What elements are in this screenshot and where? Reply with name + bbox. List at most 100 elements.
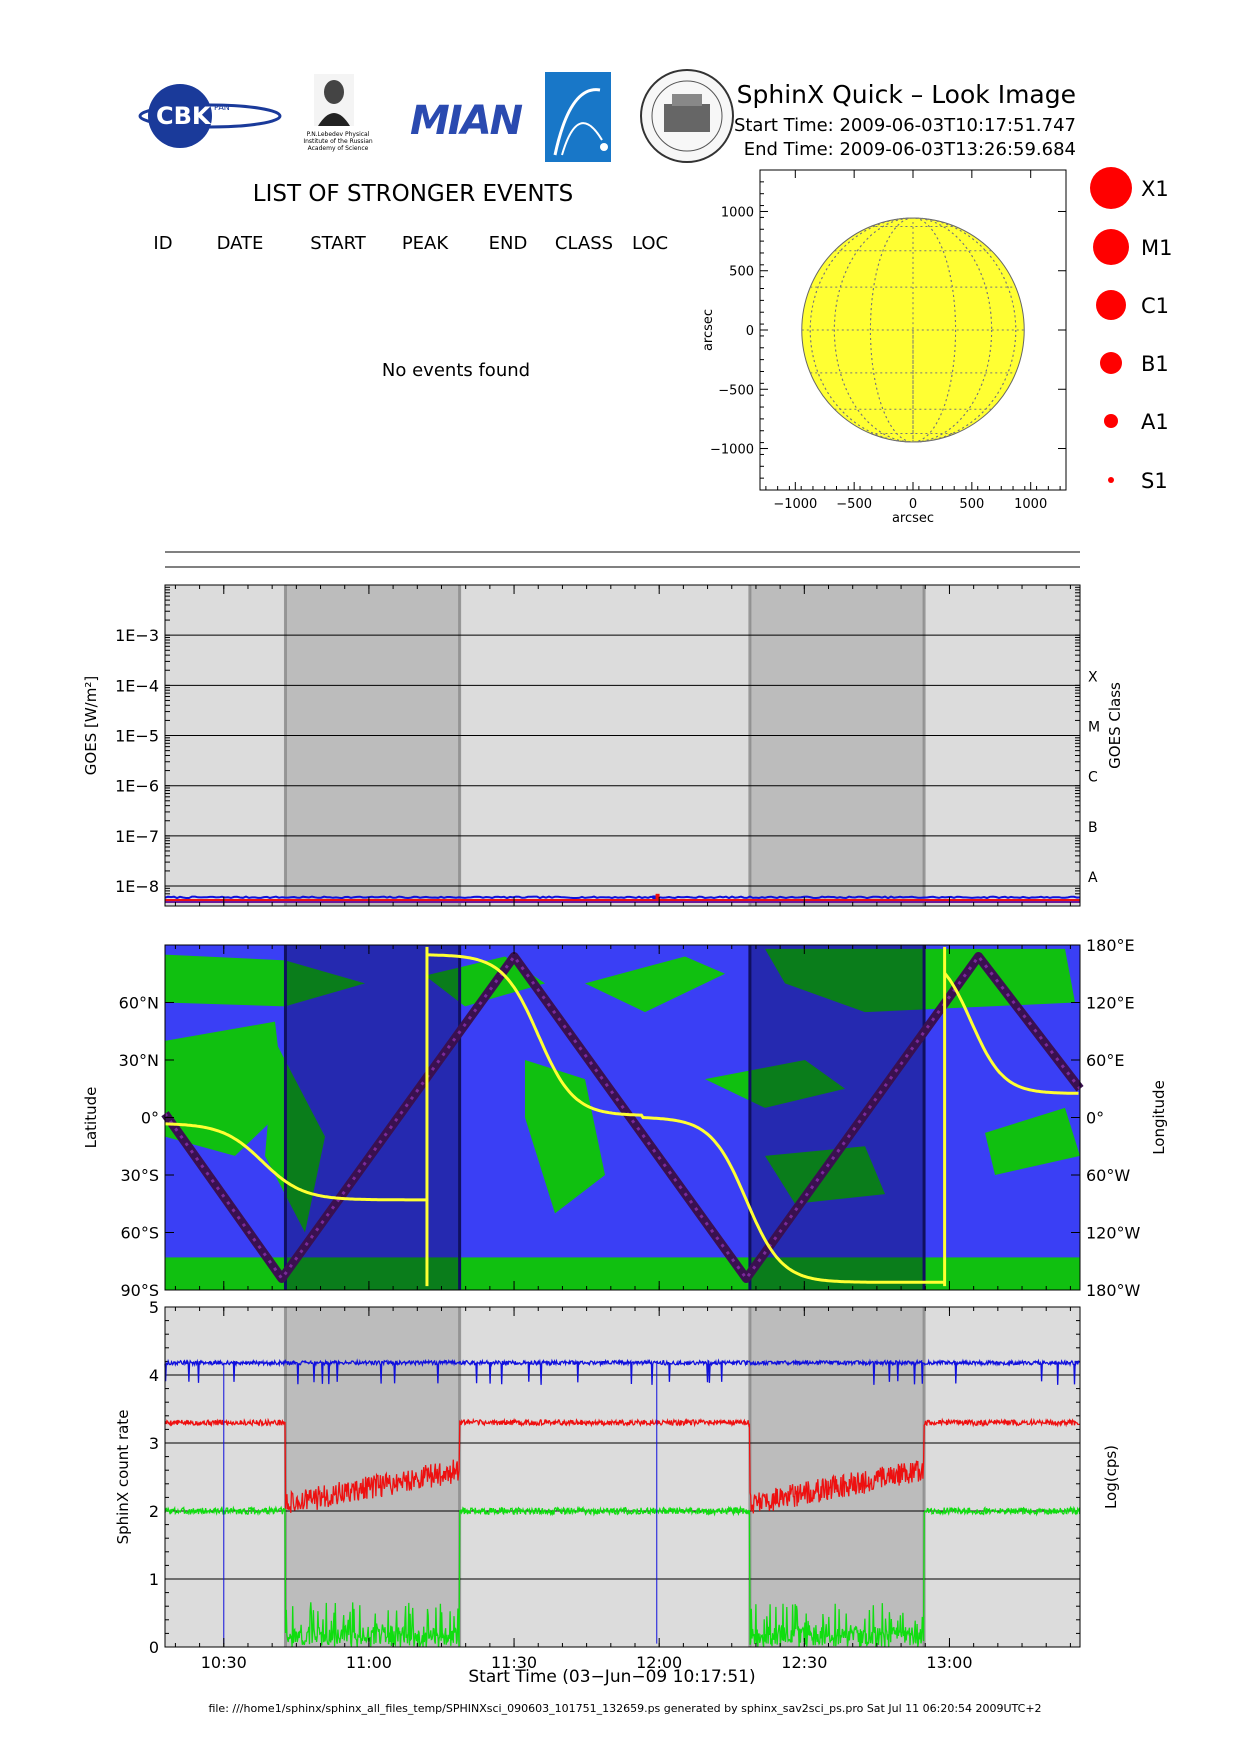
eclipse-shade — [749, 585, 925, 906]
goes-y-tick-label: 1E−5 — [115, 727, 159, 746]
goes-y-tick-label: 1E−4 — [115, 676, 159, 695]
orbit-y2-tick-label: 180°E — [1086, 936, 1135, 955]
goes-class-label: M — [1088, 720, 1100, 736]
longitude-track — [943, 972, 1079, 1095]
goes-y2-axis-label: GOES Class — [1106, 682, 1124, 769]
land-greenland — [425, 956, 545, 1007]
svg-text:PAN: PAN — [214, 103, 230, 112]
lebedev-caption-line: P.N.Lebedev Physical — [307, 131, 370, 138]
land-america — [165, 1021, 285, 1156]
orbit-y-tick-label: 30°N — [119, 1051, 159, 1070]
disk-x-tick-label: 500 — [959, 497, 984, 512]
counts-y2-axis-label: Log(cps) — [1102, 1445, 1120, 1509]
legend-marker — [1093, 229, 1129, 265]
time-tick-label: 10:30 — [201, 1653, 247, 1672]
land-north — [165, 954, 365, 1007]
lebedev-logo: P.N.Lebedev Physical Institute of the Ru… — [303, 74, 373, 152]
events-table-header: ID DATE START PEAK END CLASS LOC — [153, 233, 668, 254]
page-title: SphinX Quick – Look Image — [737, 80, 1076, 109]
cbk-logo: CBK PAN — [138, 84, 282, 148]
legend-label: S1 — [1141, 469, 1168, 493]
land-africa — [525, 1060, 605, 1214]
orbit-y-tick-label: 60°S — [120, 1224, 159, 1243]
orbit-y2-tick-label: 0° — [1086, 1109, 1104, 1128]
land-siberia — [765, 948, 1075, 1013]
disk-y-tick-label: 1000 — [721, 205, 754, 220]
legend-label: M1 — [1141, 236, 1172, 260]
disk-y-tick-label: −500 — [718, 383, 754, 398]
counts-panel: 0 1 2 3 4 5 SphinX count rate Log(cps) — [114, 1298, 1120, 1657]
time-tick-label: 11:30 — [491, 1653, 537, 1672]
counts-y-tick-label: 3 — [149, 1434, 159, 1453]
land-antarctica — [165, 1257, 1080, 1290]
disk-y-axis-label: arcsec — [701, 309, 716, 351]
no-events-message: No events found — [382, 360, 530, 381]
orbit-frame — [164, 944, 1081, 1291]
footer-file-info: file: ///home1/sphinx/sphinx_all_files_t… — [208, 1702, 1041, 1715]
disk-y-tick-label: 0 — [746, 324, 754, 339]
counts-y-axis-label: SphinX count rate — [114, 1410, 132, 1545]
legend-label: X1 — [1141, 177, 1169, 201]
events-column-header: CLASS — [555, 233, 613, 254]
counts-series-blue — [164, 1358, 1081, 1385]
end-time: End Time: 2009-06-03T13:26:59.684 — [744, 139, 1076, 160]
orbit-panel: 90°S 60°S 30°S 0° 30°N 60°N 180°E 120°E 60°E 0° 60… — [82, 936, 1168, 1300]
goes-spike — [655, 893, 660, 900]
legend-label: A1 — [1141, 410, 1169, 434]
land-asia — [705, 1060, 845, 1108]
counts-y-tick-label: 1 — [149, 1570, 159, 1589]
disk-x-axis-label: arcsec — [892, 511, 934, 526]
start-time: Start Time: 2009-06-03T10:17:51.747 — [734, 115, 1076, 136]
time-tick-label: 13:00 — [926, 1653, 972, 1672]
orbit-y2-tick-label: 120°W — [1086, 1224, 1141, 1243]
goes-frame — [164, 584, 1081, 907]
time-axis-label: Start Time (03−Jun−09 10:17:51) — [468, 1667, 755, 1687]
orbit-y-tick-label: 0° — [141, 1109, 159, 1128]
disk-x-tick-label: −1000 — [773, 497, 817, 512]
orbit-y2-tick-label: 120°E — [1086, 994, 1135, 1013]
disk-x-tick-label: 0 — [909, 497, 917, 512]
disk-y-tick-label: 500 — [729, 265, 754, 280]
disk-longitude-line — [809, 217, 1017, 443]
orbit-y2-tick-label: 60°E — [1086, 1051, 1124, 1070]
orbit-y-tick-label: 60°N — [119, 994, 159, 1013]
latitude-track — [161, 952, 1084, 1283]
lebedev-caption-line: Academy of Science — [308, 145, 369, 152]
time-tick-label: 12:00 — [636, 1653, 682, 1672]
goes-y-tick-label: 1E−8 — [115, 877, 159, 896]
iki-logo — [545, 72, 611, 162]
legend-marker — [1100, 352, 1122, 374]
solar-disk-plot: −1000 −500 0 500 1000 −1000 −500 0 500 1000 arcsec… — [701, 169, 1067, 526]
legend-marker — [1104, 414, 1118, 428]
events-column-header: DATE — [217, 233, 264, 254]
events-title: LIST OF STRONGER EVENTS — [253, 181, 573, 207]
legend-marker — [1108, 477, 1114, 483]
disk-longitude-line — [833, 217, 993, 443]
disk-x-tick-label: −500 — [836, 497, 872, 512]
academy-seal — [640, 69, 734, 163]
disk-x-tick-label: 1000 — [1014, 497, 1047, 512]
goes-y-tick-label: 1E−6 — [115, 777, 159, 796]
goes-series-blue — [164, 895, 1081, 900]
time-axis: 10:30 11:00 11:30 12:00 12:30 13:00 — [201, 1653, 973, 1672]
goes-spike — [652, 895, 657, 900]
disk-y-tick-label: −1000 — [710, 443, 754, 458]
longitude-track — [427, 953, 945, 1284]
counts-series-red — [164, 1417, 1080, 1514]
orbit-y2-tick-label: 180°W — [1086, 1281, 1141, 1300]
goes-class-label: A — [1088, 870, 1098, 886]
eclipse-shade — [285, 585, 460, 906]
events-column-header: LOC — [632, 233, 668, 254]
miani-logo: MIAN — [410, 98, 525, 144]
land-south-america — [265, 1040, 325, 1233]
time-tick-label: 11:00 — [346, 1653, 392, 1672]
events-column-header: END — [489, 233, 528, 254]
counts-series-green — [164, 1505, 1081, 1648]
counts-y-tick-label: 0 — [149, 1638, 159, 1657]
svg-text:CBK: CBK — [156, 102, 212, 130]
counts-y-tick-label: 2 — [149, 1502, 159, 1521]
goes-y-tick-label: 1E−3 — [115, 626, 159, 645]
goes-y-tick-label: 1E−7 — [115, 827, 159, 846]
goes-class-label: B — [1088, 820, 1098, 836]
